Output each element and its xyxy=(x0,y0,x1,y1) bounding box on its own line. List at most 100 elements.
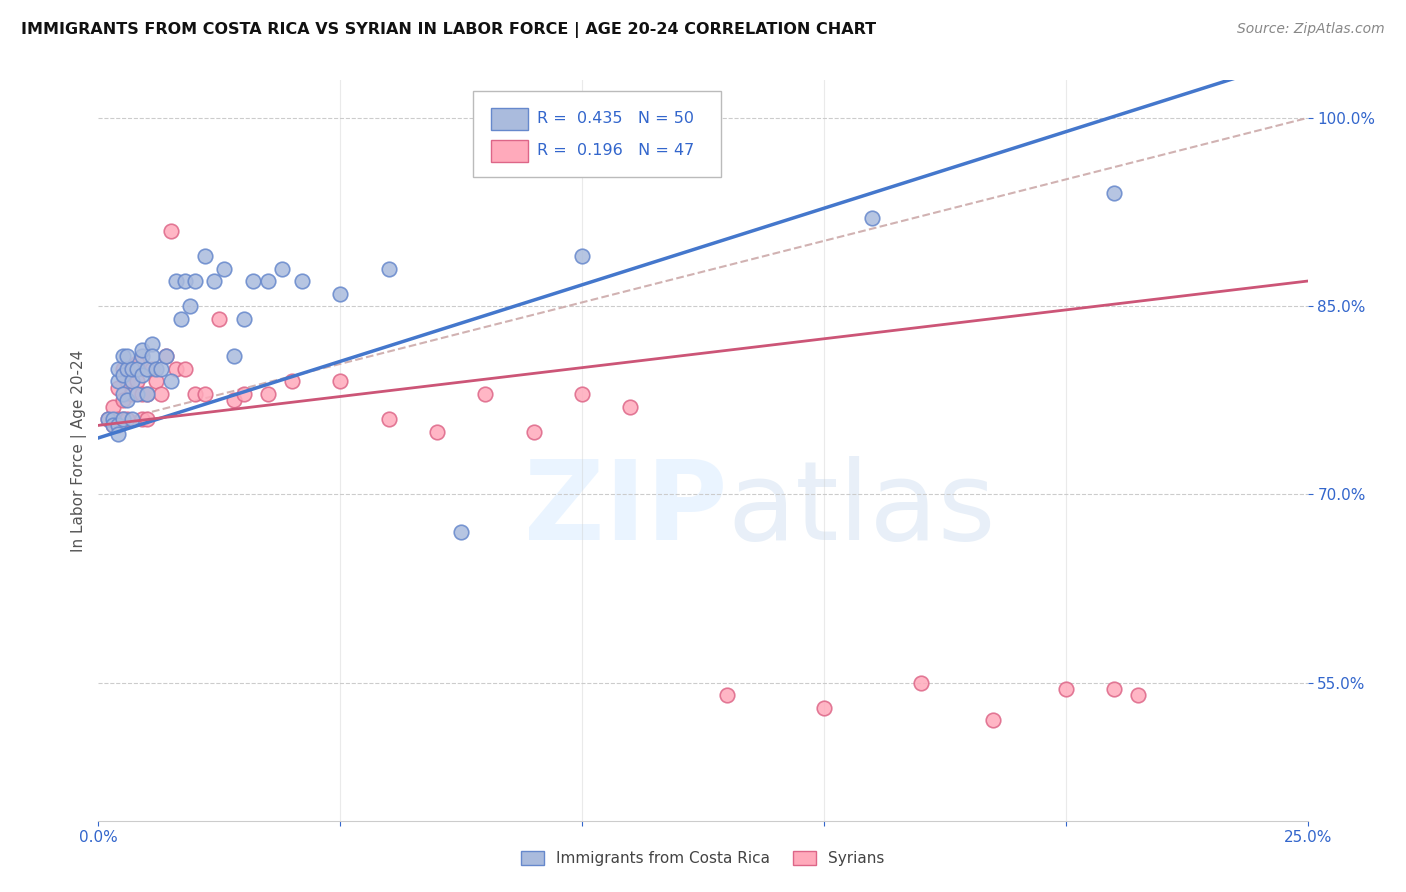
Point xyxy=(111,362,134,376)
Point xyxy=(101,400,124,414)
Point xyxy=(145,375,167,389)
Point xyxy=(1054,681,1077,696)
Point xyxy=(101,418,124,433)
Point xyxy=(184,387,207,401)
Point xyxy=(111,387,134,401)
Text: atlas: atlas xyxy=(727,456,995,563)
Point xyxy=(222,393,245,408)
Point xyxy=(155,349,177,363)
Point xyxy=(194,249,217,263)
Point xyxy=(135,412,157,426)
Point xyxy=(107,427,129,442)
Point xyxy=(131,387,153,401)
Point xyxy=(101,418,124,433)
Point xyxy=(271,261,294,276)
Point xyxy=(131,343,153,357)
Point xyxy=(127,356,149,370)
Point xyxy=(121,412,143,426)
Text: ZIP: ZIP xyxy=(524,456,727,563)
Point xyxy=(208,311,231,326)
Point xyxy=(107,418,129,433)
Point xyxy=(135,387,157,401)
Point xyxy=(131,412,153,426)
Point xyxy=(232,387,254,401)
Point xyxy=(813,700,835,714)
Point xyxy=(150,387,173,401)
Point xyxy=(111,368,134,383)
Point xyxy=(169,311,191,326)
Point xyxy=(111,393,134,408)
Point xyxy=(1128,688,1150,702)
Point xyxy=(107,375,129,389)
Point xyxy=(523,425,546,439)
Point xyxy=(135,362,157,376)
Point xyxy=(377,261,399,276)
Point xyxy=(111,349,134,363)
Point xyxy=(165,362,187,376)
Point xyxy=(174,362,197,376)
Point xyxy=(232,311,254,326)
Point xyxy=(107,381,129,395)
FancyBboxPatch shape xyxy=(492,108,527,130)
Point xyxy=(860,211,883,226)
Text: R =  0.435   N = 50: R = 0.435 N = 50 xyxy=(537,112,695,127)
Point xyxy=(165,274,187,288)
Point xyxy=(256,387,278,401)
Point xyxy=(160,375,183,389)
Point xyxy=(329,286,352,301)
Point xyxy=(281,375,304,389)
Text: IMMIGRANTS FROM COSTA RICA VS SYRIAN IN LABOR FORCE | AGE 20-24 CORRELATION CHAR: IMMIGRANTS FROM COSTA RICA VS SYRIAN IN … xyxy=(21,22,876,38)
Legend: Immigrants from Costa Rica, Syrians: Immigrants from Costa Rica, Syrians xyxy=(515,845,891,872)
Point xyxy=(450,524,472,539)
Point xyxy=(117,349,139,363)
Y-axis label: In Labor Force | Age 20-24: In Labor Force | Age 20-24 xyxy=(72,350,87,551)
Point xyxy=(131,368,153,383)
Point xyxy=(222,349,245,363)
Point xyxy=(145,362,167,376)
Point xyxy=(141,349,163,363)
Text: Source: ZipAtlas.com: Source: ZipAtlas.com xyxy=(1237,22,1385,37)
FancyBboxPatch shape xyxy=(474,91,721,177)
Point xyxy=(184,274,207,288)
Point xyxy=(117,362,139,376)
Point xyxy=(155,349,177,363)
Point xyxy=(377,412,399,426)
Point xyxy=(141,362,163,376)
Point xyxy=(121,362,143,376)
Point xyxy=(716,688,738,702)
Point xyxy=(910,675,932,690)
Point xyxy=(111,412,134,426)
Point xyxy=(107,412,129,426)
Point xyxy=(121,375,143,389)
Point xyxy=(1102,186,1125,201)
Point xyxy=(290,274,312,288)
Point xyxy=(135,387,157,401)
Point xyxy=(212,261,235,276)
Point xyxy=(242,274,264,288)
Point xyxy=(97,412,120,426)
Point xyxy=(97,412,120,426)
Point xyxy=(179,299,201,313)
Point xyxy=(101,412,124,426)
Point xyxy=(194,387,217,401)
Point xyxy=(426,425,449,439)
Point xyxy=(329,375,352,389)
FancyBboxPatch shape xyxy=(492,139,527,161)
Point xyxy=(121,362,143,376)
Point xyxy=(117,393,139,408)
Point xyxy=(111,412,134,426)
Text: R =  0.196   N = 47: R = 0.196 N = 47 xyxy=(537,143,695,158)
Point xyxy=(117,375,139,389)
Point xyxy=(1102,681,1125,696)
Point xyxy=(127,362,149,376)
Point xyxy=(571,387,593,401)
Point xyxy=(474,387,496,401)
Point xyxy=(981,713,1004,727)
Point xyxy=(131,349,153,363)
Point xyxy=(256,274,278,288)
Point xyxy=(571,249,593,263)
Point xyxy=(127,387,149,401)
Point xyxy=(121,387,143,401)
Point xyxy=(619,400,641,414)
Point xyxy=(117,412,139,426)
